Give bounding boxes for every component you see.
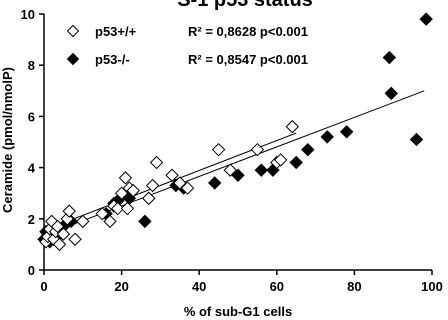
data-point-filled: [301, 142, 315, 157]
data-point-open: [103, 214, 117, 229]
axes: 0 20 40 60 80 100 0 2 4 6 8 10: [21, 7, 443, 294]
data-point-filled: [320, 130, 334, 144]
data-point-open: [50, 219, 65, 234]
data-point-open: [114, 186, 129, 200]
legend: p53+/+ R² = 0,8628 p<0.001 p53-/- R² = 0,85…: [66, 24, 308, 67]
y-axis-label: Ceramide (pmol/nmolP): [0, 67, 15, 213]
y-tick-label: 4: [28, 161, 36, 176]
data-point-filled: [208, 176, 222, 190]
x-tick-label: 40: [192, 279, 206, 294]
data-point-open: [56, 227, 71, 241]
y-tick-label: 8: [28, 58, 35, 73]
legend-label-1: p53-/-: [95, 52, 130, 67]
data-point-filled: [409, 132, 424, 147]
legend-marker-1: [66, 52, 80, 66]
data-point-open: [285, 119, 300, 134]
x-tick-label: 100: [421, 279, 443, 294]
data-point-open: [142, 191, 156, 206]
data-point-filled: [231, 168, 245, 182]
legend-marker-0: [66, 24, 80, 38]
data-point-open: [111, 201, 125, 216]
data-point-open: [68, 232, 82, 246]
legend-label-0: p53+/+: [95, 24, 137, 39]
x-tick-label: 60: [270, 279, 284, 294]
data-point-open: [76, 214, 90, 229]
data-point-open: [223, 163, 237, 177]
data-point-open: [165, 168, 179, 182]
data-point-open: [273, 153, 288, 167]
data-point-filled: [419, 12, 433, 26]
data-point-open: [52, 237, 67, 252]
data-point-filled: [254, 163, 268, 177]
data-point-open: [118, 171, 133, 185]
y-tick-label: 10: [21, 7, 35, 22]
chart-title: S-1 p53 status: [177, 0, 313, 11]
y-tick-label: 6: [28, 109, 35, 124]
legend-stats-0: R² = 0,8628 p<0.001: [188, 24, 308, 39]
data-point-filled: [339, 125, 354, 139]
data-point-open: [145, 178, 160, 193]
data-point-open: [250, 142, 265, 157]
data-point-open: [95, 206, 109, 221]
data-point-open: [180, 181, 195, 195]
data-point-open: [173, 176, 187, 190]
x-axis-label: % of sub-G1 cells: [184, 304, 292, 319]
y-tick-label: 2: [28, 212, 35, 227]
legend-stats-1: R² = 0,8547 p<0.001: [188, 52, 308, 67]
x-tick-label: 80: [347, 279, 361, 294]
x-tick-label: 0: [40, 279, 47, 294]
data-points: [37, 12, 433, 252]
y-tick-label: 0: [28, 263, 35, 278]
data-point-open: [211, 142, 226, 157]
data-point-open: [149, 155, 164, 170]
data-point-filled: [138, 214, 152, 229]
data-point-filled: [382, 50, 397, 65]
data-point-open: [126, 183, 140, 198]
data-point-open: [120, 201, 135, 216]
data-point-filled: [289, 155, 303, 170]
data-point-open: [62, 204, 76, 218]
data-point-filled: [384, 86, 398, 101]
x-tick-label: 20: [114, 279, 128, 294]
